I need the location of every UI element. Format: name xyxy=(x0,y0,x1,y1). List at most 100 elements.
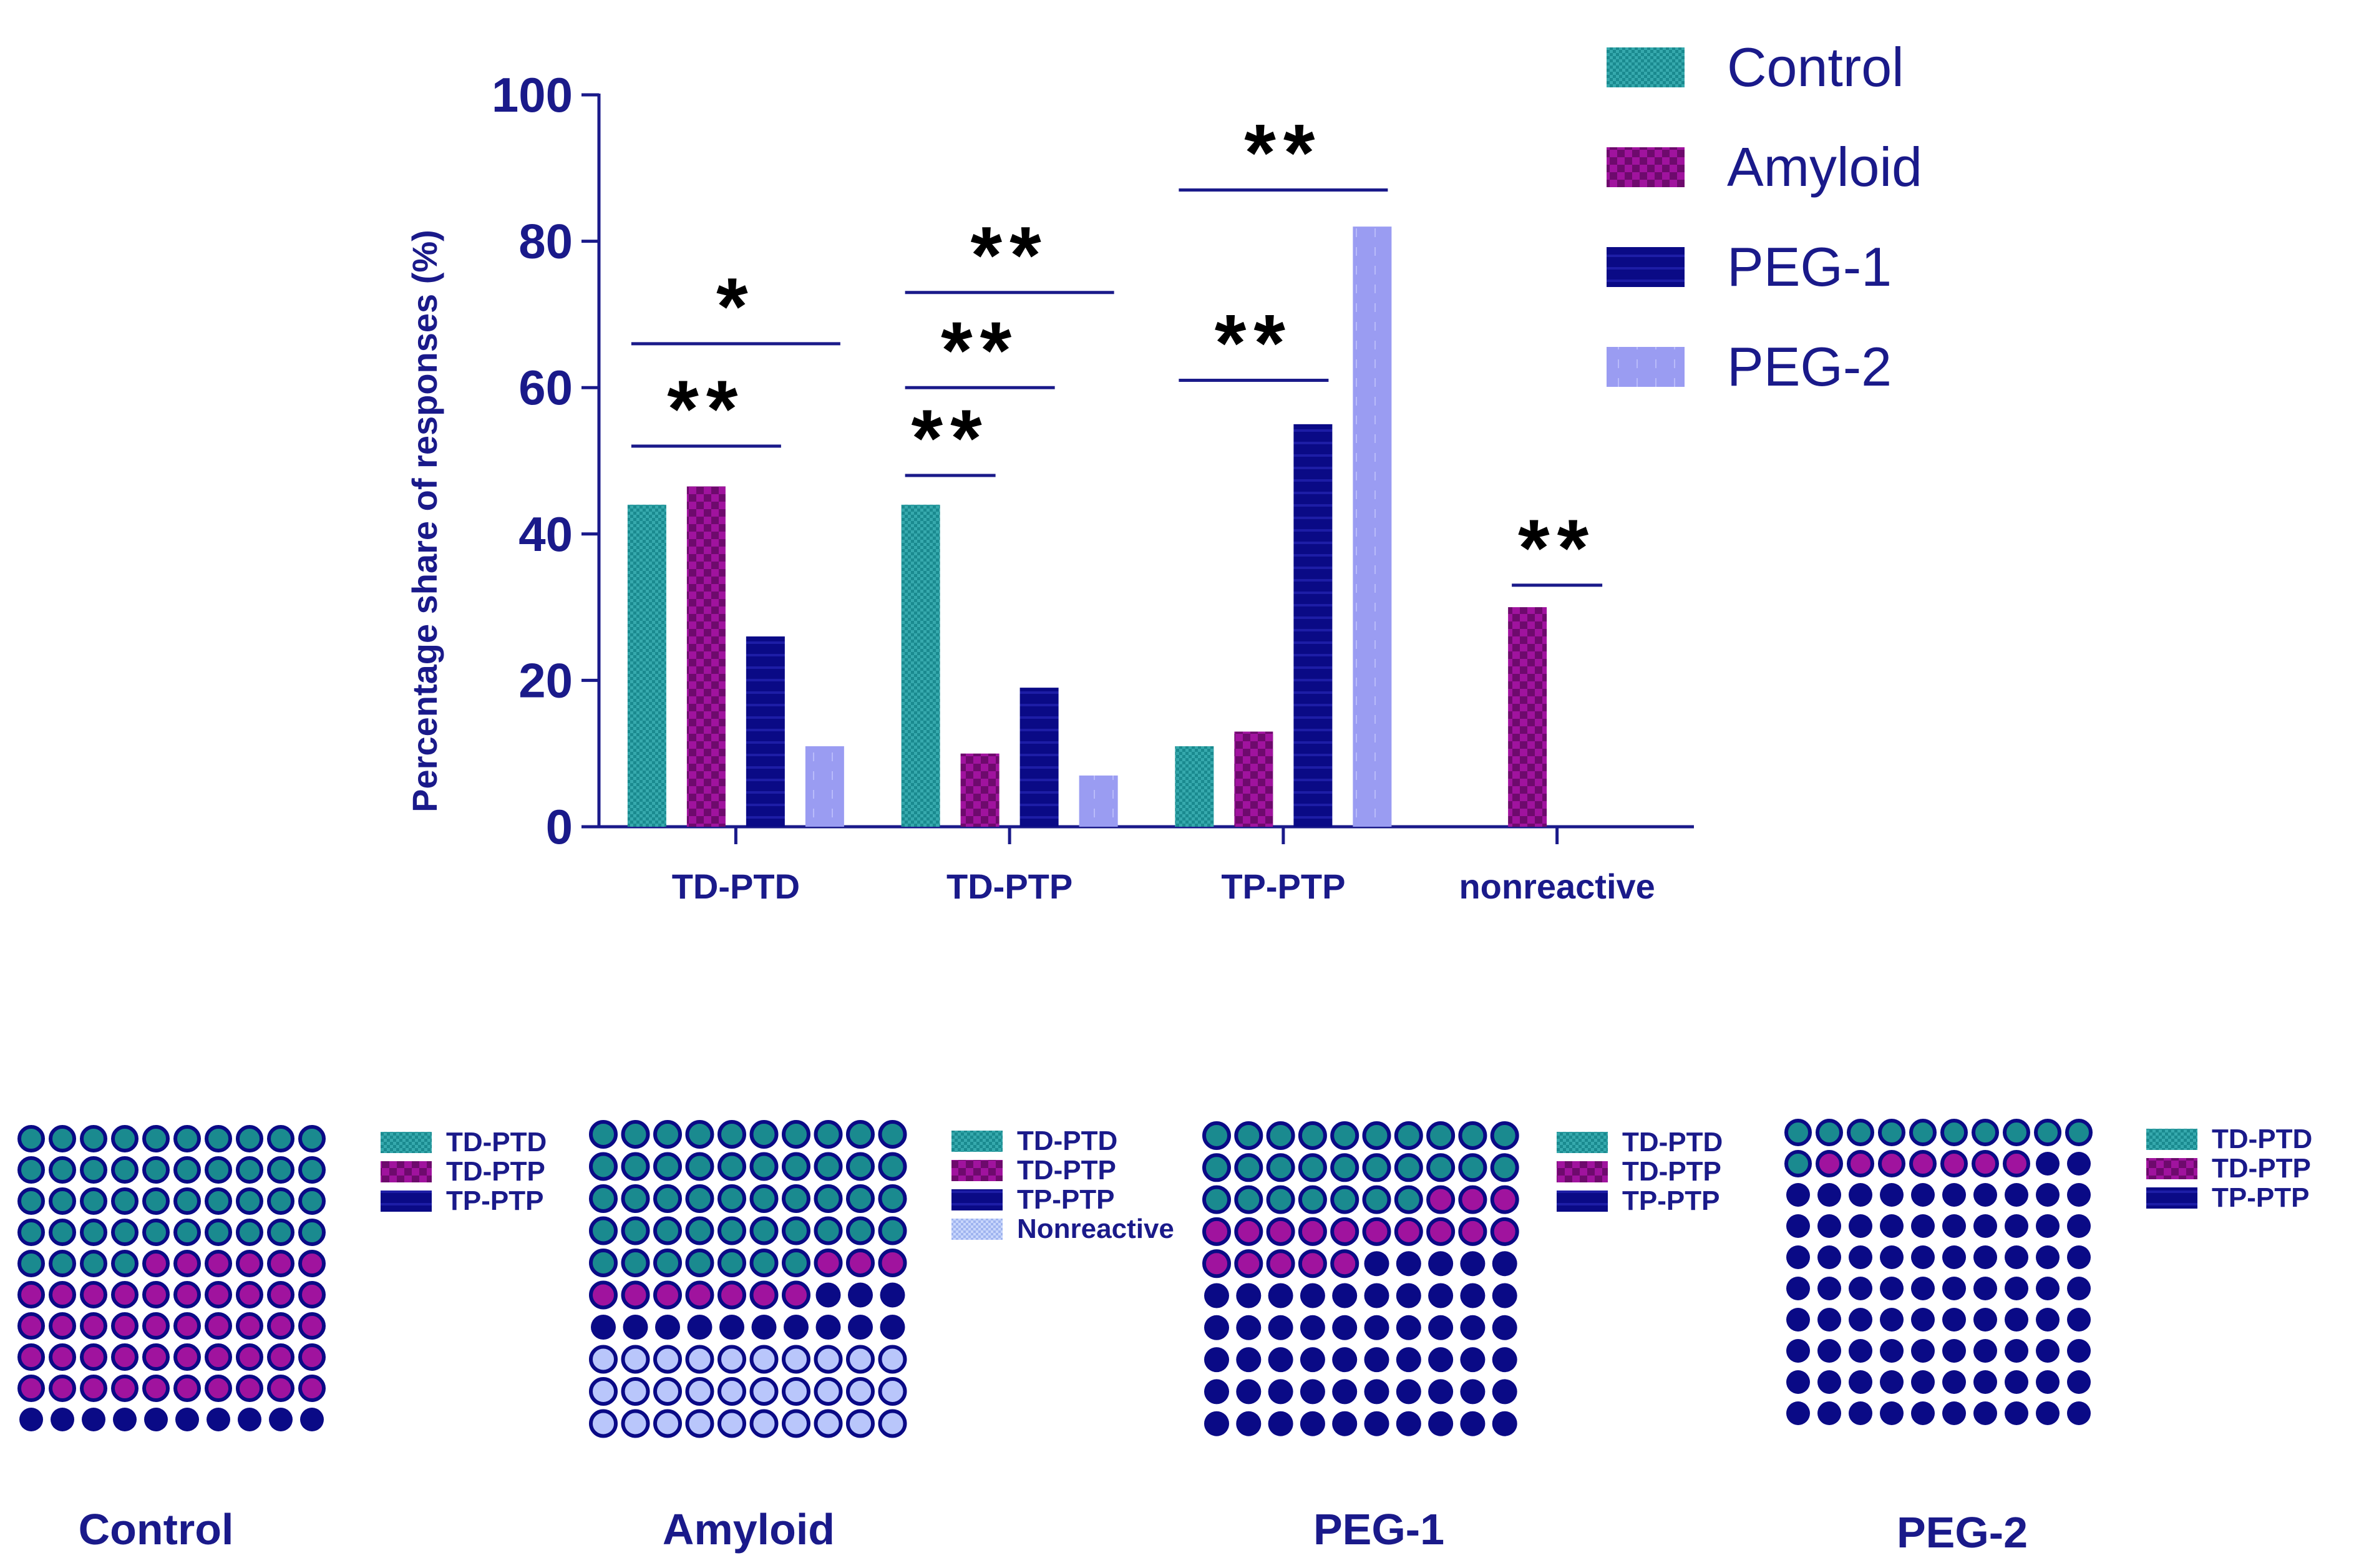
waffle-dot xyxy=(878,1152,907,1181)
waffle-dot xyxy=(267,1187,294,1215)
waffle-dot xyxy=(1880,1401,1904,1425)
waffle-dot xyxy=(717,1280,746,1310)
waffle-dot xyxy=(685,1377,714,1406)
waffle-dot xyxy=(1236,1347,1262,1373)
waffle-dot xyxy=(717,1216,746,1245)
waffle-dot xyxy=(1266,1185,1295,1214)
waffle-dot xyxy=(814,1184,843,1213)
waffle-dot xyxy=(2067,1277,2091,1300)
waffle-dot xyxy=(1426,1185,1456,1214)
waffle-dot xyxy=(2005,1277,2028,1300)
waffle-dot xyxy=(1202,1153,1231,1182)
waffle-dot xyxy=(2036,1183,2060,1207)
waffle-charts: TD-PTDTD-PTPTP-PTPControlTD-PTDTD-PTPTP-… xyxy=(17,1119,2312,1557)
waffle-dot xyxy=(1298,1249,1327,1278)
waffle-dot xyxy=(1973,1277,1997,1300)
waffle-dot xyxy=(1490,1153,1519,1182)
waffle-dot xyxy=(1786,1370,1810,1394)
waffle-dot xyxy=(814,1377,843,1406)
waffle-dot xyxy=(846,1249,875,1277)
waffle-dot xyxy=(1880,1339,1904,1363)
waffle-dot xyxy=(814,1216,843,1245)
waffle-dot xyxy=(1268,1347,1293,1373)
waffle-dot xyxy=(2067,1183,2091,1207)
waffle-dot xyxy=(142,1125,170,1152)
waffle-dot xyxy=(2036,1339,2060,1363)
waffle-dot xyxy=(1298,1185,1327,1214)
waffle-dot xyxy=(2005,1308,2028,1332)
significance-stars: ** xyxy=(971,210,1049,301)
waffle-dot xyxy=(717,1184,746,1213)
waffle-dot xyxy=(1364,1251,1389,1277)
waffle-dot xyxy=(846,1216,875,1245)
waffle-dot xyxy=(17,1187,45,1215)
waffle-dot xyxy=(2005,1245,2028,1269)
waffle-dot xyxy=(814,1249,843,1277)
waffle-dot xyxy=(111,1343,139,1371)
bar-peg-1-tp-ptp xyxy=(1293,424,1333,827)
waffle-dot xyxy=(142,1312,170,1340)
significance-stars: ** xyxy=(941,304,1019,396)
waffle-dot xyxy=(80,1250,107,1277)
waffle-dot xyxy=(1204,1379,1229,1405)
waffle-dot xyxy=(1298,1121,1327,1150)
waffle-dot xyxy=(173,1187,201,1215)
waffle-dot xyxy=(1880,1183,1904,1207)
waffle-dot xyxy=(621,1152,650,1181)
waffle-dot xyxy=(1878,1119,1905,1146)
waffle-dot xyxy=(1332,1315,1358,1340)
waffle-dot xyxy=(173,1375,201,1402)
waffle-dot xyxy=(749,1184,779,1213)
waffle-title: Control xyxy=(79,1505,234,1554)
waffle-dot xyxy=(17,1281,45,1308)
waffle-dot xyxy=(1364,1283,1389,1308)
waffle-dot xyxy=(236,1250,263,1277)
waffle-dot xyxy=(1204,1315,1229,1340)
waffle-dot xyxy=(2005,1370,2028,1394)
waffle-legend-swatch xyxy=(951,1131,1003,1152)
waffle-dot xyxy=(589,1409,618,1438)
waffle-dot xyxy=(814,1120,843,1149)
waffle-dot xyxy=(1396,1283,1421,1308)
waffle-dot xyxy=(1786,1308,1810,1332)
waffle-dot xyxy=(1817,1183,1841,1207)
y-tick-label: 40 xyxy=(518,507,573,562)
waffle-dot xyxy=(1849,1339,1872,1363)
waffle-title: PEG-1 xyxy=(1313,1505,1444,1554)
waffle-dot xyxy=(1428,1379,1454,1405)
waffle-dot xyxy=(749,1280,779,1310)
waffle-dot xyxy=(782,1409,810,1438)
waffle-dot xyxy=(2005,1214,2028,1238)
waffle-dot xyxy=(1817,1339,1841,1363)
waffle-dot xyxy=(846,1409,875,1438)
waffle-dot xyxy=(685,1152,714,1181)
waffle-dot xyxy=(205,1375,232,1402)
waffle-dot xyxy=(1300,1411,1325,1436)
waffle-dot xyxy=(878,1249,907,1277)
waffle-dot xyxy=(1786,1214,1810,1238)
waffle-dot xyxy=(1362,1217,1391,1246)
waffle-dot xyxy=(685,1120,714,1149)
waffle-dot xyxy=(1202,1249,1231,1278)
waffle-dot xyxy=(49,1250,76,1277)
waffle-dot xyxy=(2067,1245,2091,1269)
waffle-dot xyxy=(1973,1339,1997,1363)
waffle-dot xyxy=(749,1249,779,1277)
waffle-dot xyxy=(1332,1283,1358,1308)
y-axis-label: Percentage share of responses (%) xyxy=(405,230,444,812)
waffle-dot xyxy=(1364,1411,1389,1436)
waffle-dot xyxy=(2067,1308,2091,1332)
waffle-dot xyxy=(267,1343,294,1371)
waffle-dot xyxy=(1492,1379,1517,1405)
waffle-dot xyxy=(205,1343,232,1371)
waffle-dot xyxy=(717,1377,746,1406)
waffle-dot xyxy=(17,1156,45,1184)
waffle-dot xyxy=(719,1315,744,1340)
waffle-dot xyxy=(621,1377,650,1406)
waffle-dot xyxy=(2067,1152,2091,1176)
y-tick-label: 80 xyxy=(518,214,573,269)
waffle-dot xyxy=(2034,1119,2061,1146)
waffle-dot xyxy=(2036,1370,2060,1394)
significance-stars: ** xyxy=(912,392,990,484)
